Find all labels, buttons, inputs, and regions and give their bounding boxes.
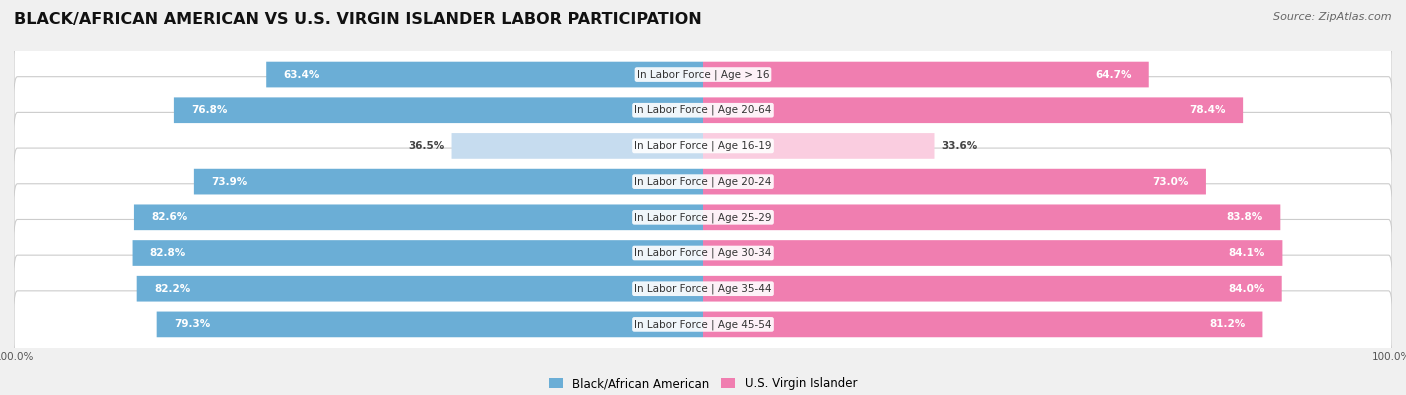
FancyBboxPatch shape	[156, 312, 703, 337]
Text: 82.2%: 82.2%	[153, 284, 190, 294]
Legend: Black/African American, U.S. Virgin Islander: Black/African American, U.S. Virgin Isla…	[544, 372, 862, 395]
Text: 78.4%: 78.4%	[1189, 105, 1226, 115]
Text: In Labor Force | Age 16-19: In Labor Force | Age 16-19	[634, 141, 772, 151]
Text: 76.8%: 76.8%	[191, 105, 228, 115]
FancyBboxPatch shape	[14, 41, 1392, 108]
FancyBboxPatch shape	[703, 205, 1281, 230]
FancyBboxPatch shape	[14, 291, 1392, 358]
Text: 64.7%: 64.7%	[1095, 70, 1132, 79]
FancyBboxPatch shape	[14, 255, 1392, 322]
FancyBboxPatch shape	[703, 312, 1263, 337]
Text: In Labor Force | Age 20-64: In Labor Force | Age 20-64	[634, 105, 772, 115]
FancyBboxPatch shape	[703, 62, 1149, 87]
FancyBboxPatch shape	[703, 169, 1206, 194]
Text: 84.0%: 84.0%	[1227, 284, 1264, 294]
FancyBboxPatch shape	[14, 77, 1392, 144]
FancyBboxPatch shape	[703, 98, 1243, 123]
Text: 83.8%: 83.8%	[1227, 213, 1263, 222]
Text: In Labor Force | Age 20-24: In Labor Force | Age 20-24	[634, 177, 772, 187]
FancyBboxPatch shape	[14, 113, 1392, 179]
Text: 73.9%: 73.9%	[211, 177, 247, 186]
FancyBboxPatch shape	[703, 276, 1282, 301]
Text: 36.5%: 36.5%	[408, 141, 444, 151]
FancyBboxPatch shape	[134, 205, 703, 230]
Text: 73.0%: 73.0%	[1153, 177, 1188, 186]
FancyBboxPatch shape	[194, 169, 703, 194]
FancyBboxPatch shape	[136, 276, 703, 301]
Text: 84.1%: 84.1%	[1229, 248, 1265, 258]
FancyBboxPatch shape	[703, 240, 1282, 266]
FancyBboxPatch shape	[14, 220, 1392, 286]
Text: 33.6%: 33.6%	[942, 141, 977, 151]
FancyBboxPatch shape	[451, 133, 703, 159]
Text: 63.4%: 63.4%	[284, 70, 319, 79]
Text: Source: ZipAtlas.com: Source: ZipAtlas.com	[1274, 12, 1392, 22]
Text: 81.2%: 81.2%	[1209, 320, 1246, 329]
FancyBboxPatch shape	[174, 98, 703, 123]
Text: In Labor Force | Age 35-44: In Labor Force | Age 35-44	[634, 284, 772, 294]
Text: In Labor Force | Age 25-29: In Labor Force | Age 25-29	[634, 212, 772, 222]
Text: In Labor Force | Age 45-54: In Labor Force | Age 45-54	[634, 319, 772, 330]
Text: 82.6%: 82.6%	[152, 213, 187, 222]
Text: 79.3%: 79.3%	[174, 320, 209, 329]
FancyBboxPatch shape	[703, 133, 935, 159]
FancyBboxPatch shape	[14, 184, 1392, 251]
Text: In Labor Force | Age > 16: In Labor Force | Age > 16	[637, 69, 769, 80]
Text: BLACK/AFRICAN AMERICAN VS U.S. VIRGIN ISLANDER LABOR PARTICIPATION: BLACK/AFRICAN AMERICAN VS U.S. VIRGIN IS…	[14, 12, 702, 27]
Text: In Labor Force | Age 30-34: In Labor Force | Age 30-34	[634, 248, 772, 258]
Text: 82.8%: 82.8%	[150, 248, 186, 258]
FancyBboxPatch shape	[14, 148, 1392, 215]
FancyBboxPatch shape	[266, 62, 703, 87]
FancyBboxPatch shape	[132, 240, 703, 266]
